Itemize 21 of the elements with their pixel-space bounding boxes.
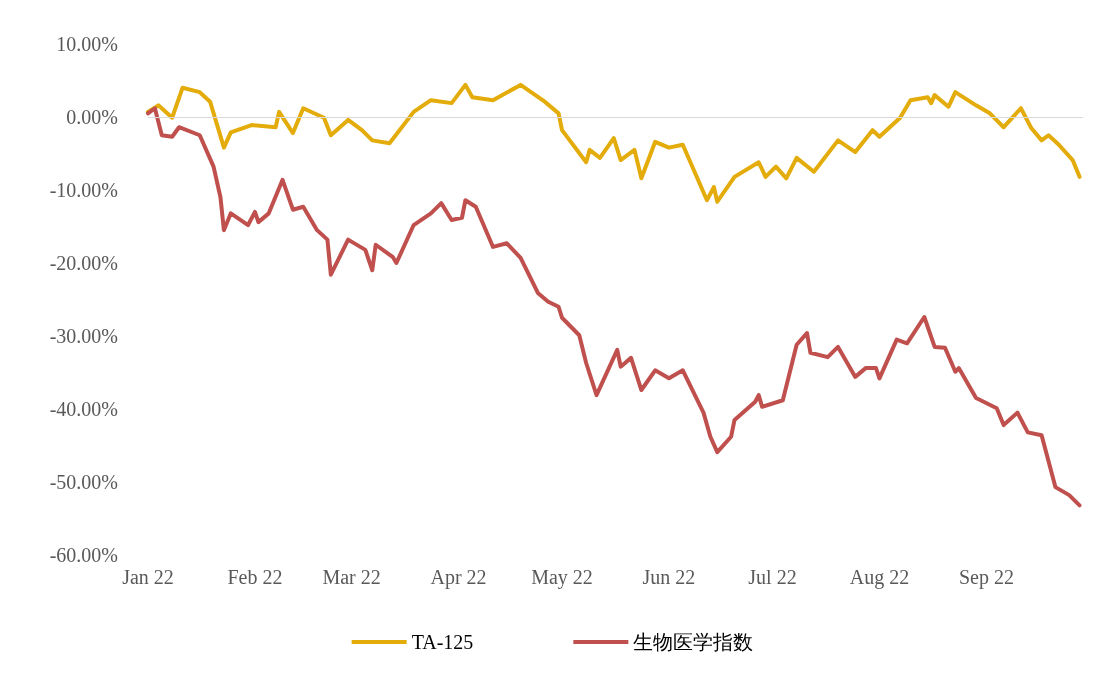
x-tick-label: Mar 22	[322, 566, 381, 588]
x-tick-label: Jun 22	[642, 566, 696, 588]
legend-label: 生物医学指数	[633, 631, 754, 653]
x-tick-label: Jan 22	[122, 566, 174, 588]
line-series	[146, 82, 1082, 204]
x-tick-label: Aug 22	[849, 566, 910, 589]
x-tick-label: Sep 22	[958, 566, 1014, 589]
y-tick-label: -50.00%	[49, 471, 118, 493]
y-tick-label: -30.00%	[49, 325, 118, 347]
x-tick-label: Feb 22	[227, 566, 283, 588]
x-tick-label: Apr 22	[430, 566, 487, 589]
y-tick-label: 0.00%	[66, 106, 118, 128]
y-tick-label: -40.00%	[49, 398, 118, 420]
x-tick-label: May 22	[531, 566, 593, 589]
y-tick-label: -20.00%	[49, 252, 118, 274]
y-tick-label: -10.00%	[49, 179, 118, 201]
y-tick-label: 10.00%	[56, 33, 118, 55]
y-tick-label: -60.00%	[49, 544, 118, 566]
line-series	[146, 106, 1082, 508]
legend-label: TA-125	[411, 631, 474, 653]
x-tick-label: Jul 22	[748, 566, 797, 588]
